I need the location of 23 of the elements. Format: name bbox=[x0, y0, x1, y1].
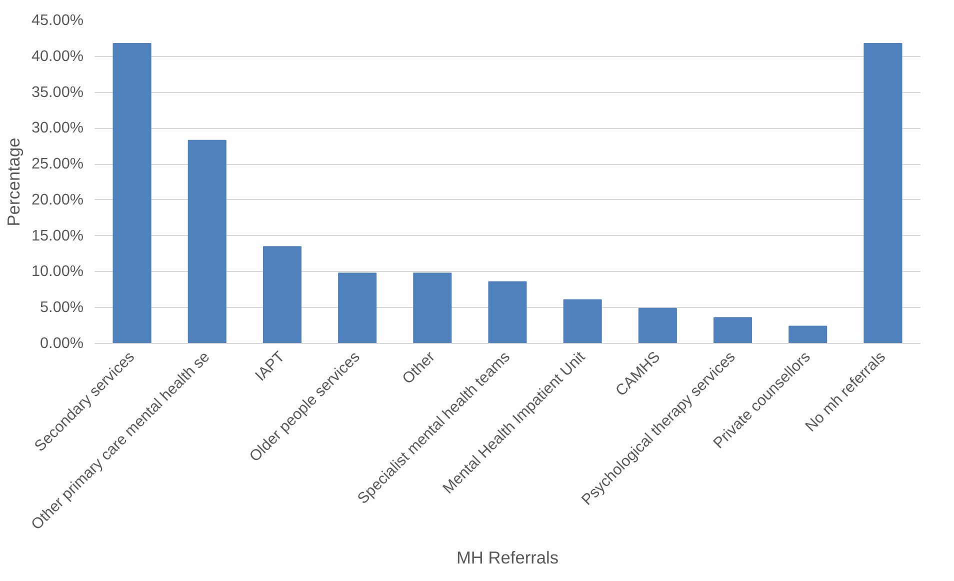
y-tick-label: 40.00% bbox=[32, 48, 84, 65]
y-tick-label: 15.00% bbox=[32, 227, 84, 244]
bar bbox=[788, 326, 828, 344]
bar bbox=[488, 281, 527, 344]
bar bbox=[864, 42, 902, 344]
y-tick-label: 30.00% bbox=[32, 120, 84, 137]
y-tick-label: 45.00% bbox=[32, 12, 84, 29]
bar bbox=[714, 317, 752, 344]
bar bbox=[563, 299, 602, 344]
y-tick-label: 20.00% bbox=[32, 191, 84, 208]
bar bbox=[638, 308, 677, 344]
y-tick-label: 5.00% bbox=[40, 299, 84, 316]
bar bbox=[262, 246, 302, 344]
y-tick-label: 0.00% bbox=[40, 335, 84, 352]
y-tick-label: 25.00% bbox=[32, 156, 84, 173]
y-tick-label: 10.00% bbox=[32, 263, 84, 280]
y-axis-title: Percentage bbox=[4, 138, 24, 226]
x-axis-title: MH Referrals bbox=[456, 547, 559, 568]
bar bbox=[413, 272, 452, 344]
bar bbox=[188, 140, 226, 344]
bar bbox=[112, 42, 152, 344]
bar bbox=[338, 272, 377, 344]
y-tick-label: 35.00% bbox=[32, 84, 84, 101]
